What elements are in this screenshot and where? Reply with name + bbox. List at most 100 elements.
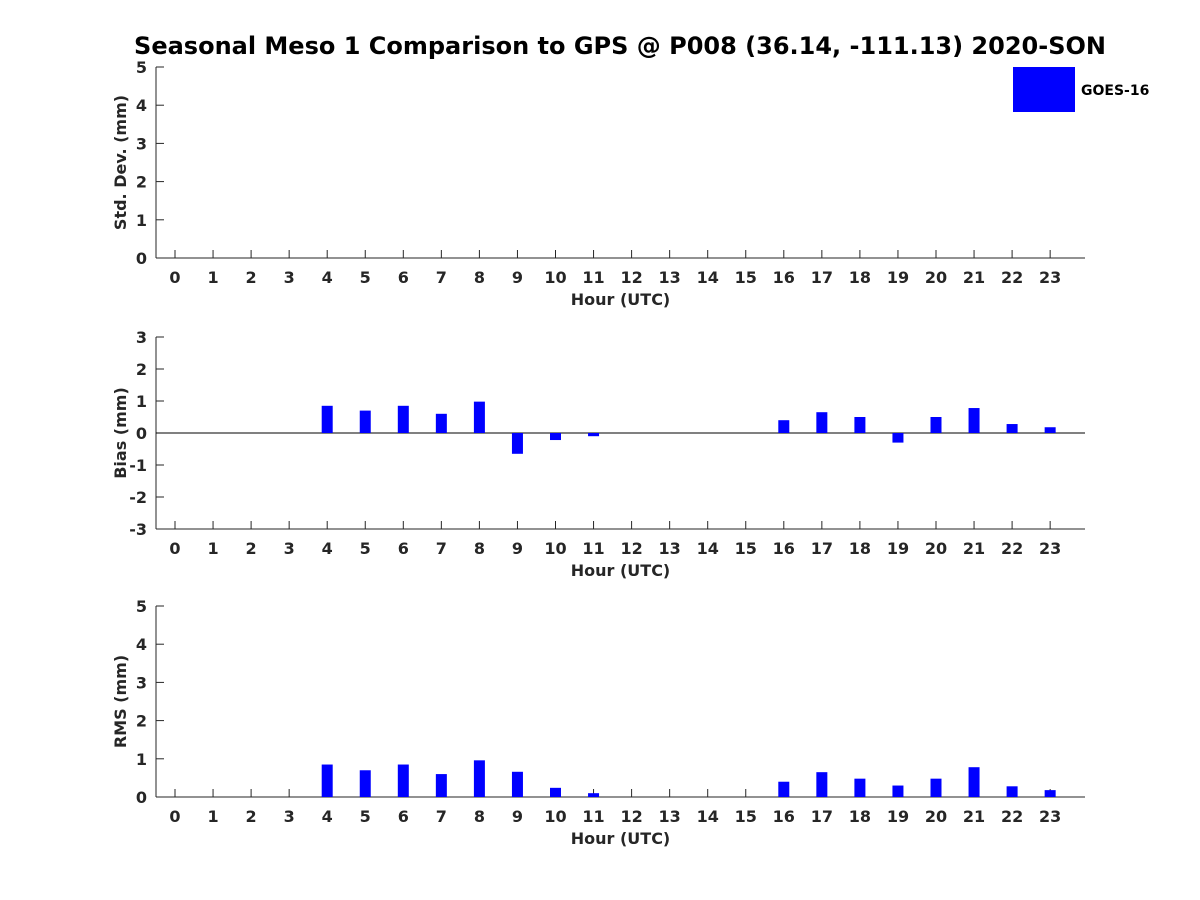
x-tick-label: 5 bbox=[360, 807, 371, 826]
y-tick-label: 2 bbox=[136, 173, 147, 192]
x-tick-label: 6 bbox=[398, 807, 409, 826]
bar bbox=[968, 408, 980, 433]
x-tick-label: 2 bbox=[246, 539, 257, 558]
x-tick-label: 5 bbox=[360, 539, 371, 558]
y-tick-label: 1 bbox=[136, 750, 147, 769]
x-tick-label: 9 bbox=[512, 268, 523, 287]
bar bbox=[778, 781, 790, 797]
x-tick-label: 1 bbox=[207, 268, 218, 287]
y-tick-label: 2 bbox=[136, 712, 147, 731]
x-tick-label: 22 bbox=[1001, 268, 1023, 287]
y-tick-label: 2 bbox=[136, 360, 147, 379]
x-tick-label: 2 bbox=[246, 807, 257, 826]
x-tick-label: 11 bbox=[582, 539, 604, 558]
y-tick-label: -2 bbox=[129, 488, 147, 507]
bar bbox=[1006, 786, 1018, 797]
x-tick-label: 10 bbox=[544, 807, 566, 826]
x-tick-label: 16 bbox=[773, 268, 795, 287]
x-tick-label: 5 bbox=[360, 268, 371, 287]
bar bbox=[1044, 790, 1056, 797]
x-axis-label: Hour (UTC) bbox=[571, 561, 671, 580]
x-tick-label: 10 bbox=[544, 268, 566, 287]
bar bbox=[588, 433, 600, 437]
x-tick-label: 3 bbox=[284, 268, 295, 287]
bar bbox=[397, 405, 409, 433]
x-tick-label: 7 bbox=[436, 268, 447, 287]
bar bbox=[359, 770, 371, 797]
y-tick-label: 1 bbox=[136, 211, 147, 230]
x-tick-label: 21 bbox=[963, 807, 985, 826]
y-tick-label: -3 bbox=[129, 520, 147, 539]
bar bbox=[321, 764, 333, 797]
x-tick-label: 20 bbox=[925, 539, 947, 558]
y-axis-label: Bias (mm) bbox=[111, 387, 130, 479]
bar bbox=[359, 410, 371, 433]
x-tick-label: 3 bbox=[284, 539, 295, 558]
x-tick-label: 11 bbox=[582, 268, 604, 287]
x-tick-label: 19 bbox=[887, 807, 909, 826]
y-tick-label: 5 bbox=[136, 58, 147, 77]
x-tick-label: 21 bbox=[963, 268, 985, 287]
y-tick-label: 1 bbox=[136, 392, 147, 411]
x-tick-label: 0 bbox=[169, 268, 180, 287]
bar bbox=[511, 771, 523, 797]
y-tick-label: 0 bbox=[136, 249, 147, 268]
x-tick-label: 17 bbox=[811, 807, 833, 826]
bar bbox=[816, 412, 828, 433]
x-tick-label: 23 bbox=[1039, 807, 1061, 826]
x-tick-label: 21 bbox=[963, 539, 985, 558]
bar bbox=[816, 772, 828, 797]
x-tick-label: 13 bbox=[659, 268, 681, 287]
x-tick-label: 4 bbox=[322, 807, 333, 826]
x-tick-label: 10 bbox=[544, 539, 566, 558]
bar bbox=[1044, 427, 1056, 433]
x-tick-label: 2 bbox=[246, 268, 257, 287]
x-tick-label: 13 bbox=[659, 807, 681, 826]
y-tick-label: 0 bbox=[136, 788, 147, 807]
bar bbox=[435, 774, 447, 797]
bar bbox=[473, 401, 485, 433]
x-tick-label: 8 bbox=[474, 268, 485, 287]
x-tick-label: 1 bbox=[207, 807, 218, 826]
bar bbox=[778, 420, 790, 433]
x-tick-label: 7 bbox=[436, 807, 447, 826]
x-tick-label: 16 bbox=[773, 807, 795, 826]
x-tick-label: 8 bbox=[474, 807, 485, 826]
y-tick-label: 4 bbox=[136, 635, 147, 654]
bar bbox=[968, 767, 980, 797]
y-tick-label: 3 bbox=[136, 328, 147, 347]
y-tick-label: 4 bbox=[136, 96, 147, 115]
x-tick-label: 15 bbox=[735, 807, 757, 826]
x-tick-label: 9 bbox=[512, 539, 523, 558]
x-tick-label: 1 bbox=[207, 539, 218, 558]
y-tick-label: 3 bbox=[136, 134, 147, 153]
x-tick-label: 12 bbox=[620, 807, 642, 826]
x-tick-label: 12 bbox=[620, 268, 642, 287]
legend: GOES-16 bbox=[1013, 67, 1149, 112]
chart-title: Seasonal Meso 1 Comparison to GPS @ P008… bbox=[134, 32, 1106, 60]
bar bbox=[854, 417, 866, 433]
bar bbox=[892, 433, 904, 443]
x-tick-label: 14 bbox=[697, 268, 719, 287]
x-tick-label: 20 bbox=[925, 807, 947, 826]
x-tick-label: 0 bbox=[169, 539, 180, 558]
x-tick-label: 19 bbox=[887, 268, 909, 287]
bar bbox=[1006, 424, 1018, 433]
x-tick-label: 15 bbox=[735, 268, 757, 287]
x-tick-label: 9 bbox=[512, 807, 523, 826]
bar bbox=[435, 413, 447, 433]
bar bbox=[550, 787, 561, 797]
x-tick-label: 23 bbox=[1039, 539, 1061, 558]
bar bbox=[930, 417, 942, 433]
bar bbox=[892, 785, 904, 797]
y-axis-label: Std. Dev. (mm) bbox=[111, 95, 130, 230]
bar bbox=[321, 405, 333, 433]
x-tick-label: 8 bbox=[474, 539, 485, 558]
y-tick-label: 0 bbox=[136, 424, 147, 443]
x-tick-label: 12 bbox=[620, 539, 642, 558]
legend-label: GOES-16 bbox=[1081, 83, 1149, 99]
y-tick-label: -1 bbox=[129, 456, 147, 475]
x-tick-label: 14 bbox=[697, 807, 719, 826]
